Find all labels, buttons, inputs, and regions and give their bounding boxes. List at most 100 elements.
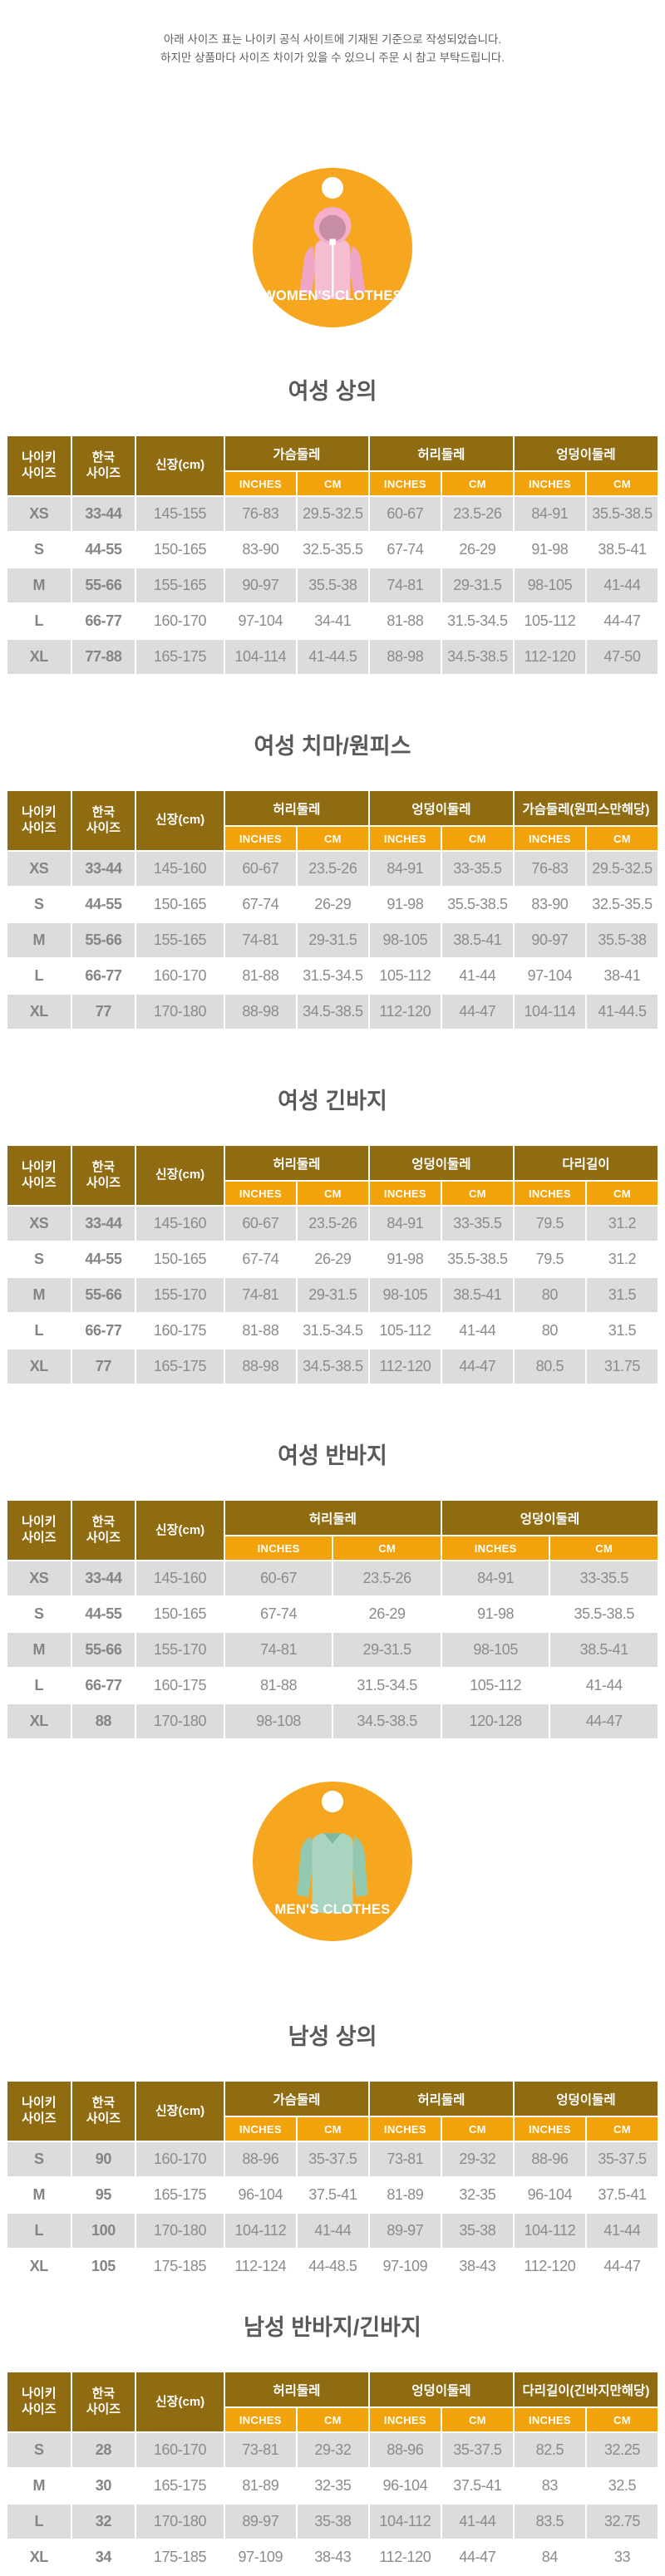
table-title: 남성 반바지/긴바지 xyxy=(244,2315,421,2341)
measure-cell: 41-44 xyxy=(440,2503,515,2541)
measure-cell: 60-67 xyxy=(367,495,442,533)
measure-cell: 29-32 xyxy=(295,2431,370,2470)
nike-size-cell: S xyxy=(6,1595,72,1634)
measure-cell: 81-88 xyxy=(223,957,298,995)
measure-cell: 79.5 xyxy=(512,1205,587,1243)
korea-size-cell: 90 xyxy=(70,2141,137,2179)
height-header: 신장(cm) xyxy=(135,1499,225,1562)
measure-group-header: 엉덩이둘레 xyxy=(512,2080,660,2118)
height-cell: 150-165 xyxy=(135,1595,225,1634)
measure-cell: 44-47 xyxy=(549,1703,659,1741)
size-table: 나이키 사이즈 한국 사이즈 신장(cm) 허리둘레 엉덩이둘레 다리길이 INCHES CM… xyxy=(6,1144,660,1386)
nike-size-cell: L xyxy=(6,1667,72,1705)
measure-cell: 105-112 xyxy=(512,602,587,641)
height-cell: 170-180 xyxy=(135,2503,225,2541)
height-cell: 155-165 xyxy=(135,922,225,960)
korea-size-header: 한국 사이즈 xyxy=(70,2080,137,2143)
size-table: 나이키 사이즈 한국 사이즈 신장(cm) 허리둘레 엉덩이둘레 가슴둘레(원피스만해당)… xyxy=(6,789,660,1031)
table-header: 나이키 사이즈 한국 사이즈 신장(cm) 허리둘레 엉덩이둘레 가슴둘레(원피스만해당)… xyxy=(6,789,660,853)
measure-cell: 67-74 xyxy=(367,531,442,569)
header-group-row: 나이키 사이즈 한국 사이즈 신장(cm) 가슴둘레 허리둘레 엉덩이둘레 xyxy=(6,2080,660,2143)
cm-header: CM xyxy=(584,1180,660,1207)
measure-cell: 35-37.5 xyxy=(584,2141,660,2179)
measure-cell: 23.5-26 xyxy=(295,850,370,888)
womens-size-tables: 여성 상의 나이키 사이즈 한국 사이즈 신장(cm) 가슴둘레 허리둘레 엉덩이둘레 INC… xyxy=(0,379,665,1741)
measure-cell: 31.5 xyxy=(584,1312,660,1350)
measure-cell: 98-105 xyxy=(440,1631,551,1669)
height-cell: 150-165 xyxy=(135,1241,225,1279)
measure-cell: 120-128 xyxy=(440,1703,551,1741)
size-table-section: 남성 상의 나이키 사이즈 한국 사이즈 신장(cm) 가슴둘레 허리둘레 엉덩이둘레 INC… xyxy=(0,2024,665,2286)
measure-cell: 47-50 xyxy=(584,638,660,676)
nike-size-header: 나이키 사이즈 xyxy=(6,1144,72,1207)
measure-cell: 35.5-38.5 xyxy=(549,1595,659,1634)
measure-cell: 32.5-35.5 xyxy=(295,531,370,569)
table-header: 나이키 사이즈 한국 사이즈 신장(cm) 허리둘레 엉덩이둘레 INCHES CM INCH… xyxy=(6,1499,660,1562)
measure-cell: 33-35.5 xyxy=(440,1205,515,1243)
measure-cell: 89-97 xyxy=(367,2212,442,2250)
korea-size-cell: 33-44 xyxy=(70,1205,137,1243)
measure-cell: 29.5-32.5 xyxy=(295,495,370,533)
height-cell: 160-175 xyxy=(135,1312,225,1350)
table-row: L 32 170-180 89-97 35-38 104-112 41-44 83.5 32.7… xyxy=(6,2503,660,2541)
measure-cell: 34.5-38.5 xyxy=(295,993,370,1031)
table-row: XS 33-44 145-160 60-67 23.5-26 84-91 33-35.5 76… xyxy=(6,850,660,888)
measure-cell: 38-43 xyxy=(440,2248,515,2286)
height-cell: 165-175 xyxy=(135,638,225,676)
table-row: L 66-77 160-170 81-88 31.5-34.5 105-112 41-44 9… xyxy=(6,957,660,995)
measure-group-header: 허리둘레 xyxy=(367,2080,515,2118)
table-row: XS 33-44 145-160 60-67 23.5-26 84-91 33-35.5 79… xyxy=(6,1205,660,1243)
nike-size-cell: S xyxy=(6,886,72,924)
nike-size-cell: L xyxy=(6,1312,72,1350)
table-row: M 55-66 155-170 74-81 29-31.5 98-105 38.5-41 xyxy=(6,1631,659,1669)
table-header: 나이키 사이즈 한국 사이즈 신장(cm) 가슴둘레 허리둘레 엉덩이둘레 INCHES CM… xyxy=(6,435,660,498)
measure-cell: 104-114 xyxy=(512,993,587,1031)
nike-size-cell: XL xyxy=(6,2248,72,2286)
height-cell: 170-180 xyxy=(135,2212,225,2250)
measure-cell: 35.5-38 xyxy=(295,567,370,605)
height-header: 신장(cm) xyxy=(135,2371,225,2434)
cm-header: CM xyxy=(549,1535,659,1562)
nike-size-cell: XL xyxy=(6,993,72,1031)
height-cell: 145-155 xyxy=(135,495,225,533)
table-row: S 28 160-170 73-81 29-32 88-96 35-37.5 82.5 32.2… xyxy=(6,2431,660,2470)
nike-size-header: 나이키 사이즈 xyxy=(6,435,72,498)
height-cell: 170-180 xyxy=(135,993,225,1031)
measure-cell: 81-88 xyxy=(367,602,442,641)
measure-cell: 112-120 xyxy=(367,1348,442,1386)
inches-header: INCHES xyxy=(223,825,298,853)
measure-cell: 84 xyxy=(512,2539,587,2576)
korea-size-cell: 32 xyxy=(70,2503,137,2541)
table-body: S 28 160-170 73-81 29-32 88-96 35-37.5 82.5 32.2… xyxy=(6,2431,660,2576)
measure-cell: 88-96 xyxy=(223,2141,298,2179)
korea-size-cell: 105 xyxy=(70,2248,137,2286)
nike-size-cell: XS xyxy=(6,850,72,888)
measure-cell: 74-81 xyxy=(223,922,298,960)
korea-size-cell: 33-44 xyxy=(70,1560,137,1598)
measure-cell: 29-31.5 xyxy=(295,922,370,960)
measure-cell: 35.5-38 xyxy=(584,922,660,960)
measure-cell: 37.5-41 xyxy=(584,2176,660,2215)
measure-group-header: 엉덩이둘레 xyxy=(512,435,660,473)
nike-size-header: 나이키 사이즈 xyxy=(6,2371,72,2434)
measure-cell: 44-48.5 xyxy=(295,2248,370,2286)
size-table: 나이키 사이즈 한국 사이즈 신장(cm) 가슴둘레 허리둘레 엉덩이둘레 INCHES CM… xyxy=(6,2080,660,2286)
measure-group-header: 허리둘레 xyxy=(223,789,370,828)
table-body: XS 33-44 145-155 76-83 29.5-32.5 60-67 23.5-26… xyxy=(6,495,660,676)
measure-cell: 34.5-38.5 xyxy=(332,1703,442,1741)
cm-header: CM xyxy=(295,2406,370,2434)
table-row: M 30 165-175 81-89 32-35 96-104 37.5-41 83 32.5 xyxy=(6,2467,660,2505)
measure-cell: 80 xyxy=(512,1312,587,1350)
korea-size-header: 한국 사이즈 xyxy=(70,1499,137,1562)
korea-size-cell: 88 xyxy=(70,1703,137,1741)
measure-cell: 34-41 xyxy=(295,602,370,641)
table-row: M 95 165-175 96-104 37.5-41 81-89 32-35 96-104 3… xyxy=(6,2176,660,2215)
inches-header: INCHES xyxy=(367,1180,442,1207)
measure-cell: 96-104 xyxy=(223,2176,298,2215)
measure-cell: 83.5 xyxy=(512,2503,587,2541)
korea-size-cell: 77 xyxy=(70,1348,137,1386)
tag-hole xyxy=(322,177,343,199)
measure-cell: 81-88 xyxy=(223,1667,334,1705)
inches-header: INCHES xyxy=(223,1180,298,1207)
